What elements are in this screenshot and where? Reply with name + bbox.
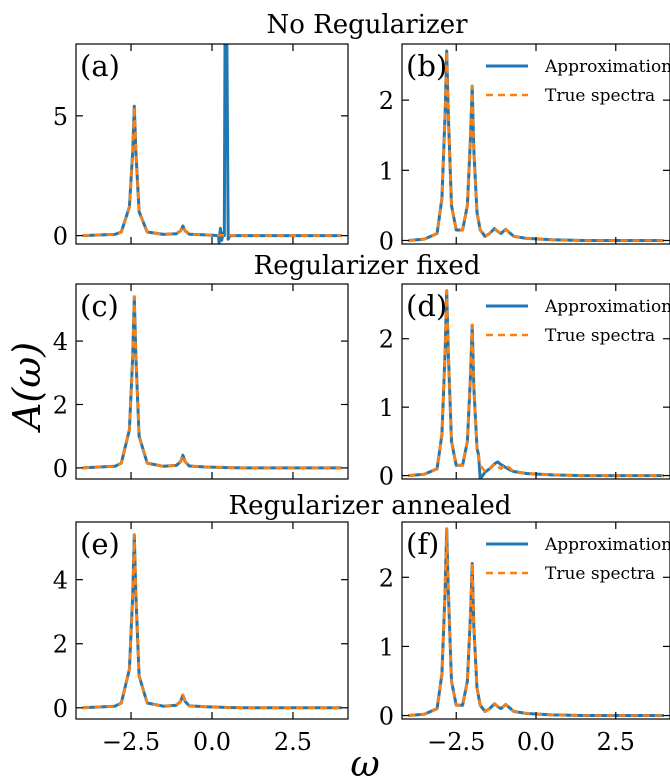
true-spectra-line — [82, 295, 342, 470]
panel-e: 0 2 4 −2.5 0.0 2.5 (e) — [53, 521, 349, 756]
y-tick-label: 0 — [379, 703, 394, 731]
y-tick-label: 5 — [53, 103, 68, 131]
plot-area — [408, 527, 664, 717]
panel-label: (e) — [80, 527, 120, 561]
plot-area — [408, 289, 664, 479]
legend: Approximation True spectra — [486, 57, 670, 106]
plot-area — [408, 49, 664, 242]
legend: Approximation True spectra — [486, 297, 670, 346]
true-spectra-line — [82, 533, 342, 710]
x-tick-label: 2.5 — [597, 728, 635, 756]
plot-area — [82, 533, 342, 710]
x-tick-label: 0.0 — [517, 728, 555, 756]
row-title-no-regularizer: No Regularizer — [266, 10, 468, 40]
x-tick-label: −2.5 — [427, 728, 485, 756]
y-tick-label: 2 — [53, 391, 68, 419]
panel-c: 0 2 4 (c) — [53, 283, 349, 483]
y-tick-label: 1 — [379, 157, 394, 185]
x-tick-label: 2.5 — [274, 728, 312, 756]
y-tick-label: 4 — [53, 567, 68, 595]
legend-true-spectra-label: True spectra — [545, 326, 655, 346]
true-spectra-line — [408, 289, 664, 477]
panel-f: 0 1 2 −2.5 0.0 2.5 (f) Approximation True spectr… — [379, 521, 670, 756]
panel-b: 0 1 2 (b) Approximation True spectra — [379, 43, 670, 255]
y-tick-label: 0 — [379, 227, 394, 255]
y-tick-label: 0 — [53, 223, 68, 251]
plot-area — [82, 44, 342, 244]
x-tick-label: −2.5 — [102, 728, 160, 756]
panel-label: (d) — [406, 289, 447, 323]
legend-true-spectra-label: True spectra — [545, 86, 655, 106]
row-title-regularizer-annealed: Regularizer annealed — [229, 491, 512, 521]
approximation-line — [82, 295, 342, 470]
true-spectra-line — [408, 49, 664, 242]
panel-label: (c) — [80, 289, 119, 323]
y-axis-label: A(ω) — [5, 342, 49, 433]
y-tick-label: 2 — [53, 631, 68, 659]
panel-label: (a) — [80, 49, 120, 83]
legend-true-spectra-label: True spectra — [545, 564, 655, 584]
panel-label: (f) — [406, 527, 439, 561]
panel-d: 0 1 2 (d) Approximation True spectra — [379, 283, 670, 491]
legend-approximation-label: Approximation — [544, 535, 670, 555]
y-tick-label: 2 — [379, 87, 394, 115]
y-tick-label: 0 — [53, 695, 68, 723]
panels-group: 0 5 (a) 0 1 2 (b) Approximation True spectra 0 2 4 (… — [53, 43, 670, 756]
y-tick-label: 0 — [53, 455, 68, 483]
y-tick-label: 2 — [379, 326, 394, 354]
row-title-regularizer-fixed: Regularizer fixed — [254, 251, 481, 281]
x-tick-label: 0.0 — [193, 728, 231, 756]
approximation-line — [82, 44, 342, 244]
approximation-line — [82, 533, 342, 710]
true-spectra-line — [408, 527, 664, 717]
y-tick-label: 1 — [379, 633, 394, 661]
legend: Approximation True spectra — [486, 535, 670, 584]
plot-area — [82, 295, 342, 470]
legend-approximation-label: Approximation — [544, 297, 670, 317]
y-tick-label: 4 — [53, 328, 68, 356]
legend-approximation-label: Approximation — [544, 57, 670, 77]
panel-a: 0 5 (a) — [53, 43, 349, 251]
y-tick-label: 2 — [379, 564, 394, 592]
y-tick-label: 0 — [379, 463, 394, 491]
panel-label: (b) — [406, 49, 447, 83]
x-axis-label: ω — [350, 744, 379, 781]
y-tick-label: 1 — [379, 394, 394, 422]
true-spectra-line — [82, 105, 342, 237]
